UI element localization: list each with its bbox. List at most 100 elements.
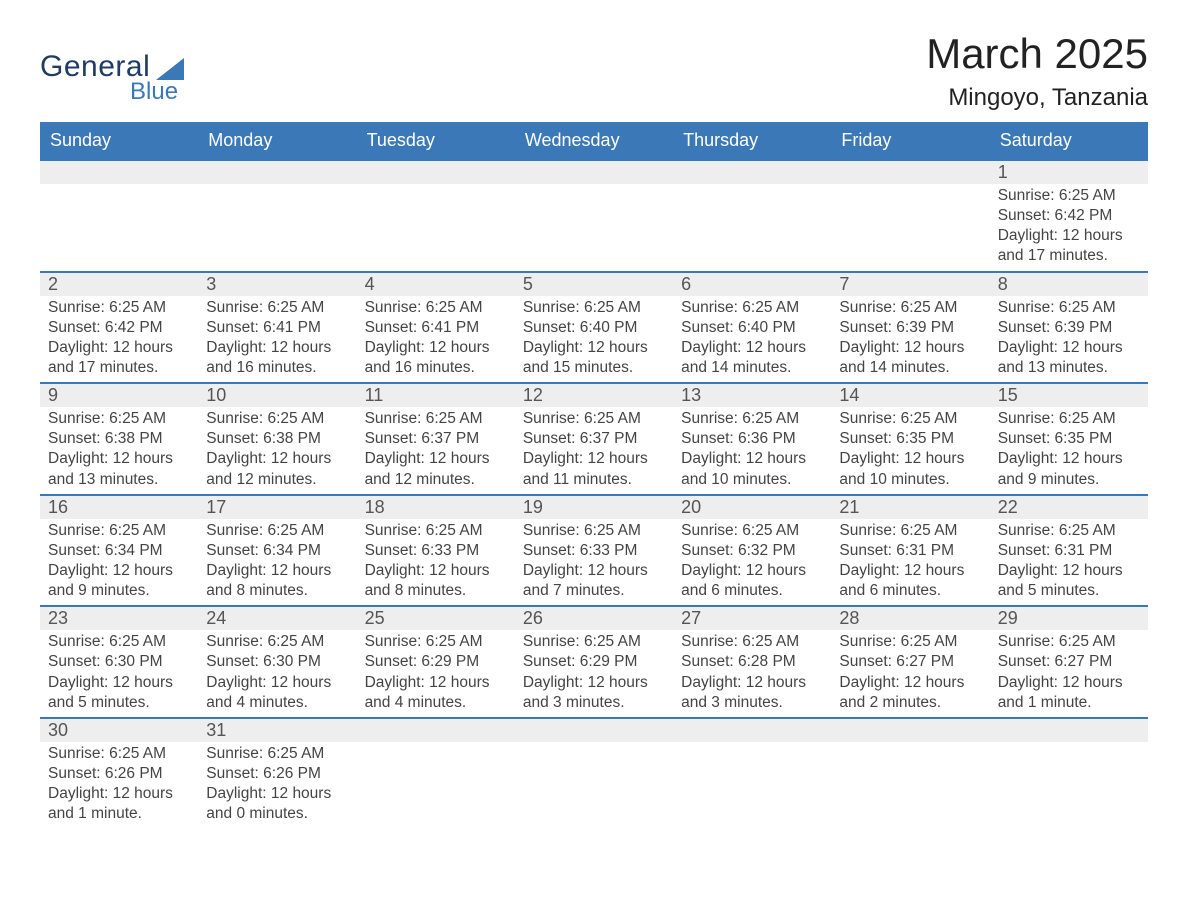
page-subtitle: Mingoyo, Tanzania — [926, 84, 1148, 112]
day-info-cell: Sunrise: 6:25 AMSunset: 6:37 PMDaylight:… — [357, 407, 515, 494]
day-info-cell — [357, 184, 515, 271]
day-day1: Daylight: 12 hours — [523, 561, 665, 581]
day-number-cell: 27 — [673, 605, 831, 630]
day-sunrise: Sunrise: 6:25 AM — [998, 409, 1140, 429]
day-info-cell — [357, 742, 515, 829]
weekday-header: Sunday — [40, 122, 198, 159]
day-sunset: Sunset: 6:42 PM — [998, 206, 1140, 226]
day-info-cell: Sunrise: 6:25 AMSunset: 6:41 PMDaylight:… — [357, 296, 515, 383]
day-sunrise: Sunrise: 6:25 AM — [523, 632, 665, 652]
day-day1: Daylight: 12 hours — [839, 449, 981, 469]
day-info-cell — [831, 184, 989, 271]
day-day1: Daylight: 12 hours — [839, 673, 981, 693]
day-day1: Daylight: 12 hours — [681, 338, 823, 358]
day-sunset: Sunset: 6:29 PM — [365, 652, 507, 672]
day-day2: and 13 minutes. — [48, 470, 190, 490]
day-sunset: Sunset: 6:33 PM — [365, 541, 507, 561]
day-number: 2 — [40, 273, 198, 296]
day-sunrise: Sunrise: 6:25 AM — [998, 632, 1140, 652]
day-number: 12 — [515, 384, 673, 407]
day-number-cell: 17 — [198, 494, 356, 519]
day-sunrise: Sunrise: 6:25 AM — [681, 298, 823, 318]
day-sunrise: Sunrise: 6:25 AM — [839, 298, 981, 318]
day-info-row: Sunrise: 6:25 AMSunset: 6:30 PMDaylight:… — [40, 630, 1148, 717]
day-sunset: Sunset: 6:32 PM — [681, 541, 823, 561]
day-info-cell: Sunrise: 6:25 AMSunset: 6:34 PMDaylight:… — [198, 519, 356, 606]
day-number: 5 — [515, 273, 673, 296]
day-info-cell: Sunrise: 6:25 AMSunset: 6:31 PMDaylight:… — [990, 519, 1148, 606]
day-number: 13 — [673, 384, 831, 407]
day-day1: Daylight: 12 hours — [206, 673, 348, 693]
day-sunset: Sunset: 6:33 PM — [523, 541, 665, 561]
day-sunset: Sunset: 6:38 PM — [206, 429, 348, 449]
day-info-cell: Sunrise: 6:25 AMSunset: 6:33 PMDaylight:… — [515, 519, 673, 606]
day-number-cell: 28 — [831, 605, 989, 630]
daynum-row: 2345678 — [40, 271, 1148, 296]
day-info-cell: Sunrise: 6:25 AMSunset: 6:27 PMDaylight:… — [990, 630, 1148, 717]
day-info-cell: Sunrise: 6:25 AMSunset: 6:39 PMDaylight:… — [990, 296, 1148, 383]
day-day1: Daylight: 12 hours — [681, 449, 823, 469]
day-sunrise: Sunrise: 6:25 AM — [998, 521, 1140, 541]
day-number: 1 — [990, 161, 1148, 184]
day-number: 25 — [357, 607, 515, 630]
day-sunrise: Sunrise: 6:25 AM — [523, 409, 665, 429]
day-info-cell: Sunrise: 6:25 AMSunset: 6:35 PMDaylight:… — [831, 407, 989, 494]
day-number-cell — [990, 717, 1148, 742]
day-day2: and 10 minutes. — [839, 470, 981, 490]
day-info-cell: Sunrise: 6:25 AMSunset: 6:42 PMDaylight:… — [40, 296, 198, 383]
day-day1: Daylight: 12 hours — [523, 449, 665, 469]
day-number-cell — [515, 717, 673, 742]
day-number-cell: 31 — [198, 717, 356, 742]
day-info-cell — [831, 742, 989, 829]
day-number-cell — [40, 159, 198, 184]
day-info-cell: Sunrise: 6:25 AMSunset: 6:42 PMDaylight:… — [990, 184, 1148, 271]
day-day2: and 16 minutes. — [206, 358, 348, 378]
day-day2: and 14 minutes. — [839, 358, 981, 378]
day-day2: and 8 minutes. — [206, 581, 348, 601]
day-info-cell — [198, 184, 356, 271]
daynum-row: 1 — [40, 159, 1148, 184]
day-info-row: Sunrise: 6:25 AMSunset: 6:34 PMDaylight:… — [40, 519, 1148, 606]
day-sunset: Sunset: 6:42 PM — [48, 318, 190, 338]
day-info-cell: Sunrise: 6:25 AMSunset: 6:26 PMDaylight:… — [40, 742, 198, 829]
day-info-row: Sunrise: 6:25 AM Sunset: 6:38 PM Daylight:… — [40, 407, 1148, 494]
day-sunrise: Sunrise: 6:25 AM — [48, 744, 190, 764]
day-number: 4 — [357, 273, 515, 296]
day-day2: and 11 minutes. — [523, 470, 665, 490]
day-info-cell: Sunrise: 6:25 AMSunset: 6:38 PMDaylight:… — [40, 407, 198, 494]
day-day2: and 9 minutes. — [48, 581, 190, 601]
day-day1: Daylight: 12 hours — [48, 338, 190, 358]
day-day2: and 17 minutes. — [998, 246, 1140, 266]
title-block: March 2025 Mingoyo, Tanzania — [926, 30, 1148, 112]
day-sunrise: Sunrise: 6:25 AM — [998, 298, 1140, 318]
day-day2: and 12 minutes. — [206, 470, 348, 490]
day-number-cell: 11 — [357, 382, 515, 407]
day-sunset: Sunset: 6:31 PM — [839, 541, 981, 561]
day-sunset: Sunset: 6:38 PM — [48, 429, 190, 449]
day-number-cell — [673, 717, 831, 742]
day-sunset: Sunset: 6:37 PM — [365, 429, 507, 449]
day-sunset: Sunset: 6:26 PM — [48, 764, 190, 784]
day-sunrise: Sunrise: 6:25 AM — [48, 521, 190, 541]
day-info-row: Sunrise: 6:25 AMSunset: 6:26 PMDaylight:… — [40, 742, 1148, 829]
day-info-cell — [673, 742, 831, 829]
day-number-cell: 7 — [831, 271, 989, 296]
day-info-row: Sunrise: 6:25 AMSunset: 6:42 PMDaylight:… — [40, 296, 1148, 383]
day-sunrise: Sunrise: 6:25 AM — [839, 409, 981, 429]
day-day2: and 6 minutes. — [681, 581, 823, 601]
day-sunrise: Sunrise: 6:25 AM — [48, 298, 190, 318]
day-day2: and 12 minutes. — [365, 470, 507, 490]
day-info-cell — [515, 742, 673, 829]
daynum-row: 16171819202122 — [40, 494, 1148, 519]
day-day2: and 2 minutes. — [839, 693, 981, 713]
day-info-cell: Sunrise: 6:25 AMSunset: 6:41 PMDaylight:… — [198, 296, 356, 383]
day-day2: and 15 minutes. — [523, 358, 665, 378]
logo: General Blue — [40, 50, 184, 106]
day-info-cell: Sunrise: 6:25 AMSunset: 6:40 PMDaylight:… — [673, 296, 831, 383]
day-sunset: Sunset: 6:36 PM — [681, 429, 823, 449]
day-day2: and 8 minutes. — [365, 581, 507, 601]
day-number-cell: 8 — [990, 271, 1148, 296]
day-info-cell: Sunrise: 6:25 AMSunset: 6:35 PMDaylight:… — [990, 407, 1148, 494]
day-info-cell: Sunrise: 6:25 AMSunset: 6:40 PMDaylight:… — [515, 296, 673, 383]
day-number: 31 — [198, 719, 356, 742]
